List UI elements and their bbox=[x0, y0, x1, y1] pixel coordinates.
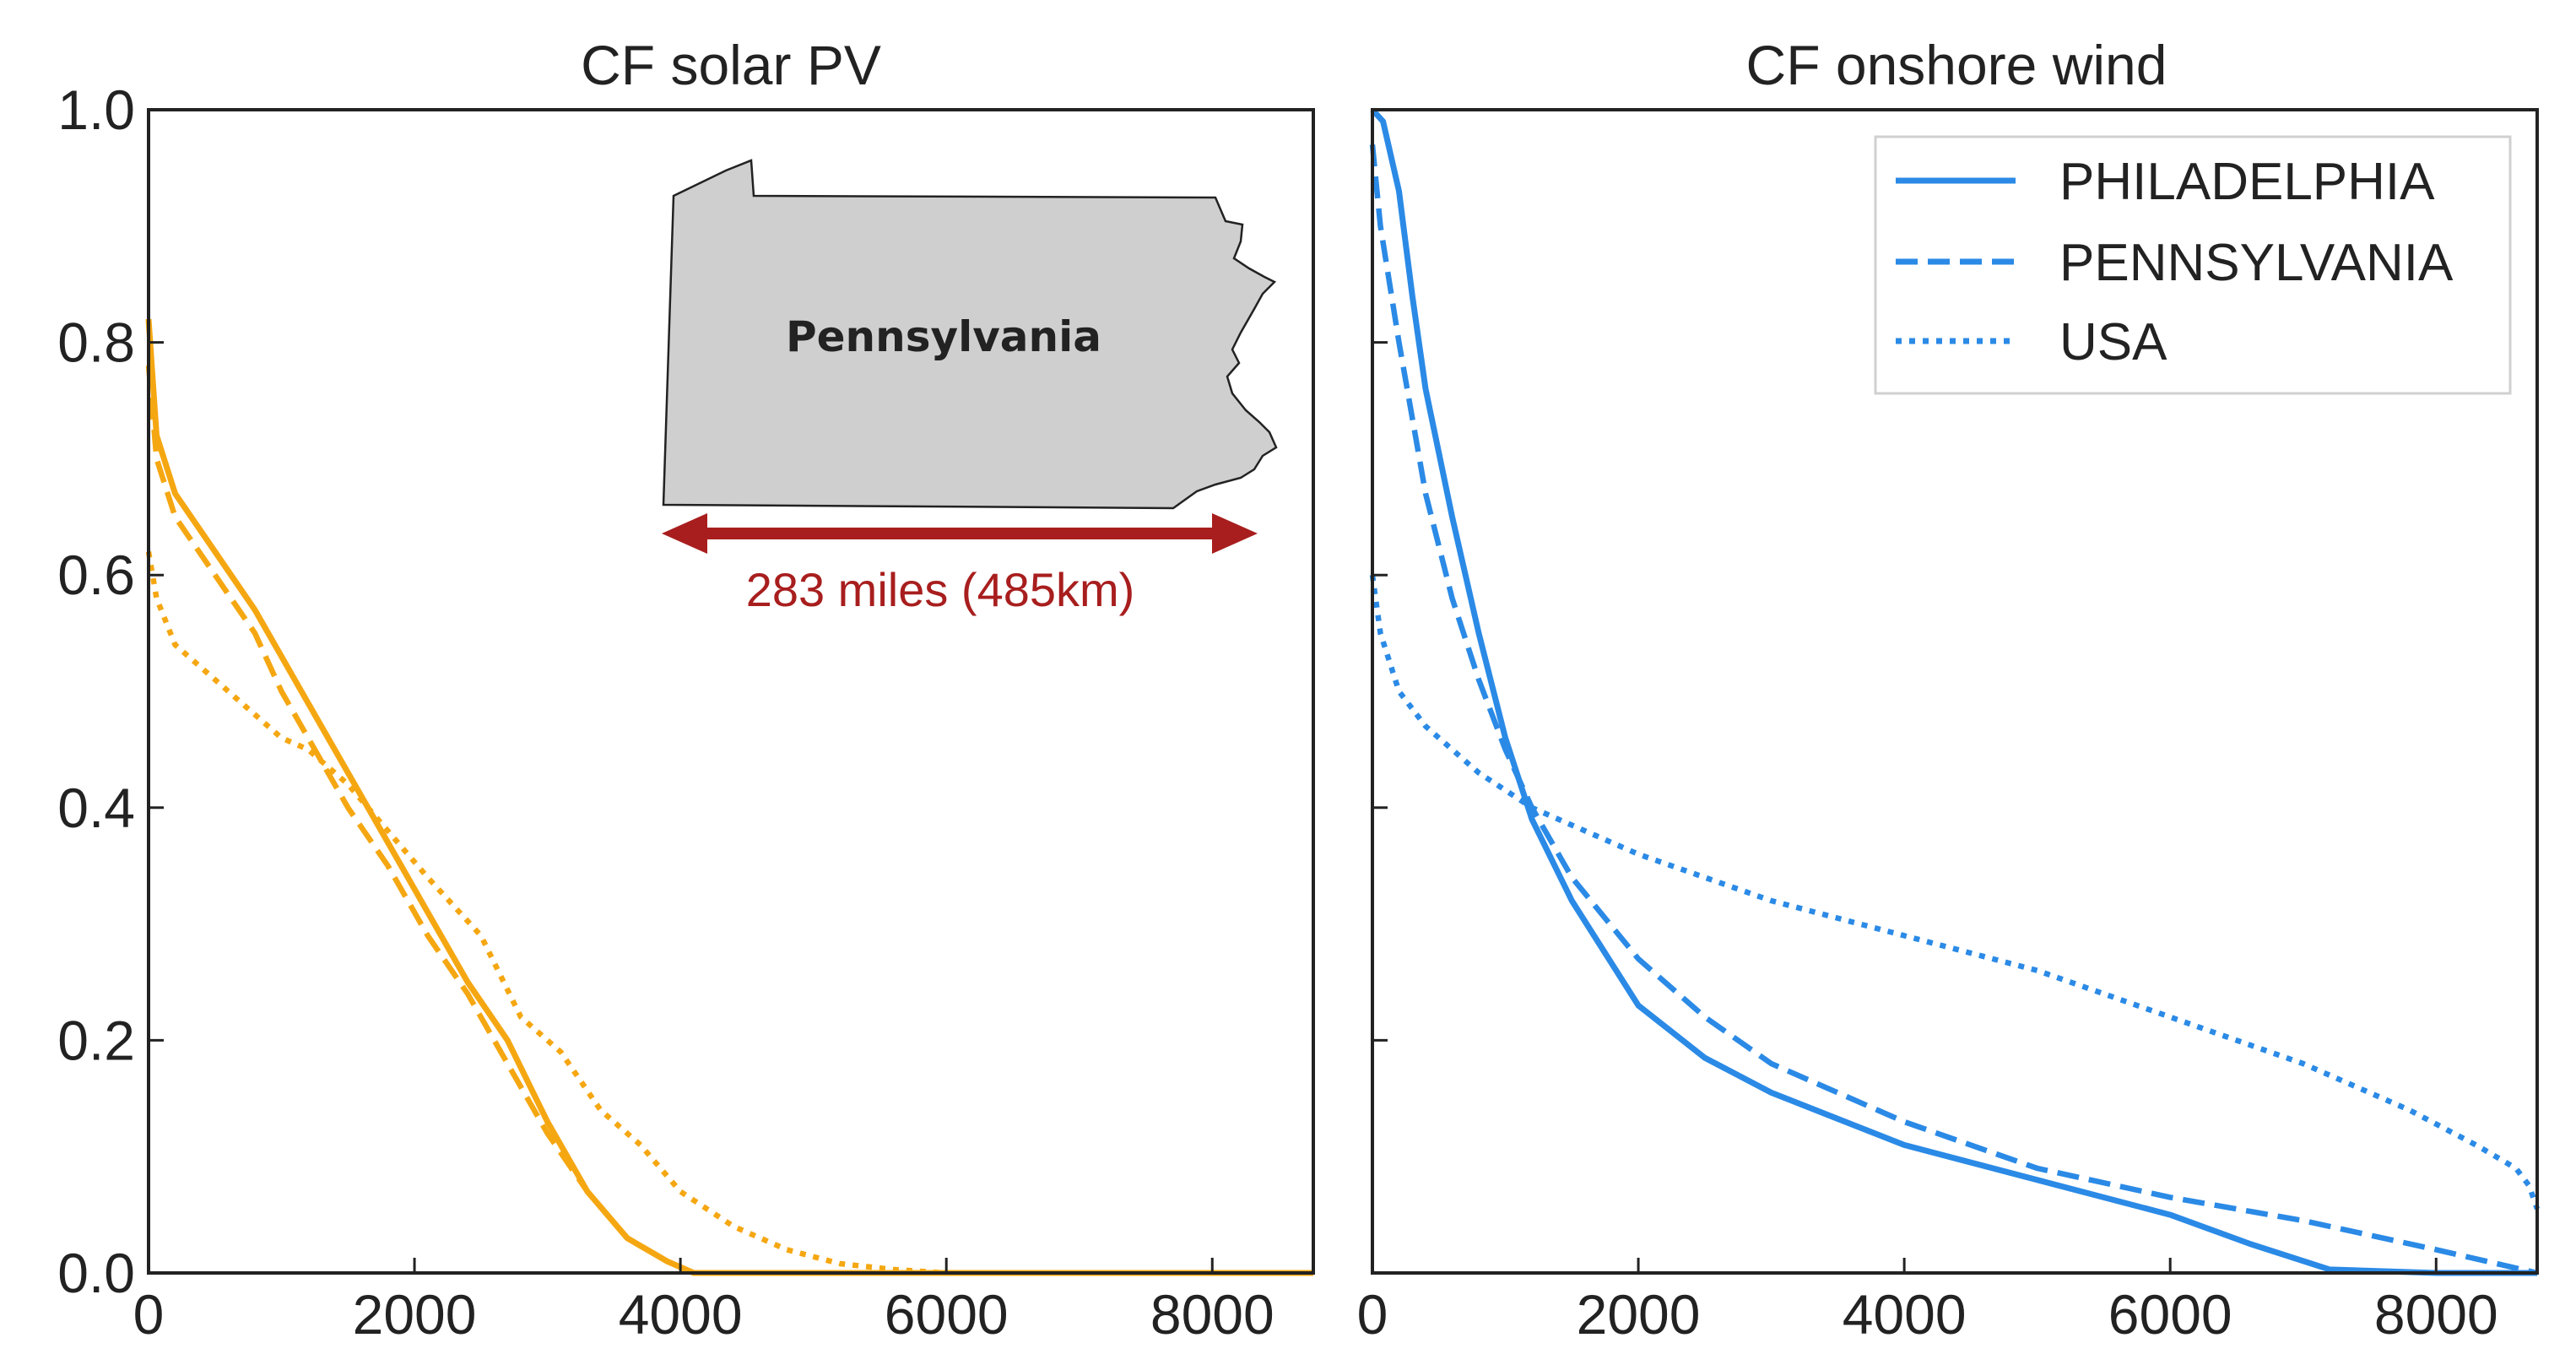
wind-xtick-label: 8000 bbox=[2374, 1283, 2498, 1346]
wind-tick-group: 0 2000 4000 6000 8000 bbox=[1357, 108, 2498, 1346]
panel-wind: CF onshore wind 0 2000 4000 6000 8000 PHILAD… bbox=[1357, 34, 2541, 1346]
inset-map: Pennsylvania bbox=[662, 159, 1278, 510]
solar-ytick-label: 0.4 bbox=[57, 777, 135, 839]
arrow-left-icon bbox=[662, 513, 707, 554]
wind-xtick-label: 2000 bbox=[1577, 1283, 1701, 1346]
plot-frame-solar bbox=[147, 108, 1315, 1275]
distance-arrow-label: 283 miles (485km) bbox=[746, 563, 1135, 616]
solar-xtick-label: 6000 bbox=[885, 1283, 1009, 1346]
legend-label-usa: USA bbox=[2059, 313, 2167, 371]
solar-series-group bbox=[145, 318, 1313, 1276]
solar-series-pennsylvania-line bbox=[145, 365, 1313, 1276]
wind-xtick-label: 6000 bbox=[2108, 1283, 2232, 1346]
solar-ytick-label: 0.0 bbox=[57, 1242, 135, 1304]
solar-xtick-label: 8000 bbox=[1150, 1283, 1274, 1346]
wind-series-pennsylvania-line bbox=[1369, 144, 2538, 1276]
solar-xtick-label: 2000 bbox=[353, 1283, 477, 1346]
pennsylvania-map-icon bbox=[662, 159, 1278, 510]
solar-ytick-label: 0.8 bbox=[57, 311, 135, 374]
plot-frame-wind bbox=[1371, 108, 2539, 1275]
wind-xtick-label: 0 bbox=[1357, 1283, 1388, 1346]
panel-title-solar: CF solar PV bbox=[581, 34, 881, 96]
wind-xtick-label: 4000 bbox=[1843, 1283, 1967, 1346]
solar-ytick-label: 0.6 bbox=[57, 544, 135, 606]
inset-map-label: Pennsylvania bbox=[786, 312, 1101, 361]
wind-series-usa-line bbox=[1369, 574, 2541, 1210]
solar-tick-group: 0 2000 4000 6000 8000 0.0 0.2 0.4 0.6 0.8 1.0 bbox=[57, 79, 1274, 1346]
distance-arrow: 283 miles (485km) bbox=[662, 513, 1258, 616]
panel-solar: CF solar PV 0 2000 4000 6000 8000 0.0 0.2 0.4 0.… bbox=[57, 34, 1315, 1346]
solar-ytick-label: 0.2 bbox=[57, 1009, 135, 1071]
arrow-right-icon bbox=[1212, 513, 1258, 554]
solar-ytick-label: 1.0 bbox=[57, 79, 135, 141]
legend-label-philadelphia: PHILADELPHIA bbox=[2059, 153, 2435, 211]
wind-series-group bbox=[1369, 107, 2541, 1276]
solar-xtick-label: 4000 bbox=[619, 1283, 743, 1346]
legend: PHILADELPHIA PENNSYLVANIA USA bbox=[1874, 135, 2512, 395]
solar-series-usa-line bbox=[145, 551, 1313, 1276]
panel-title-wind: CF onshore wind bbox=[1746, 34, 2167, 96]
solar-xtick-label: 0 bbox=[133, 1283, 165, 1346]
wind-series-philadelphia-line bbox=[1370, 107, 2537, 1276]
legend-label-pennsylvania: PENNSYLVANIA bbox=[2059, 234, 2454, 292]
